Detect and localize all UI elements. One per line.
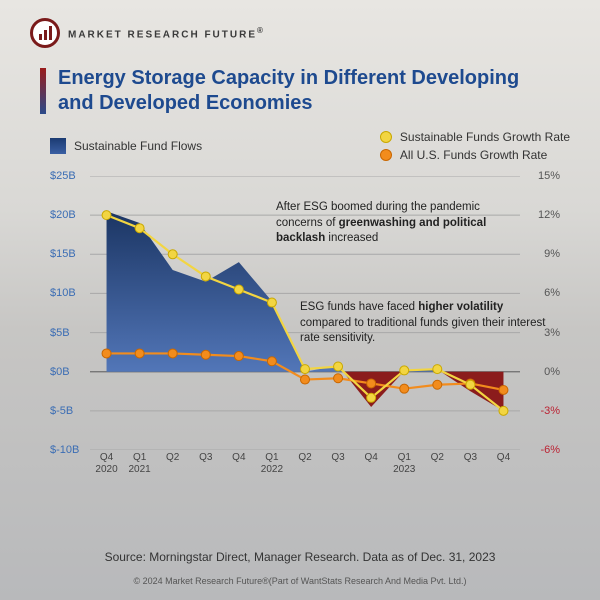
y-left-tick: $0B (50, 366, 90, 378)
brand-name: MARKET RESEARCH FUTURE® (68, 26, 265, 40)
x-tick: Q4 (487, 452, 520, 486)
y-left-tick: $-5B (50, 405, 90, 417)
copyright-line: © 2024 Market Research Future®(Part of W… (0, 576, 600, 586)
logo-mark-icon (30, 18, 60, 48)
marker-orange (168, 349, 177, 358)
marker-yellow (499, 406, 508, 415)
x-tick: Q4 (355, 452, 388, 486)
x-tick: Q4 (222, 452, 255, 486)
y-right-tick: 12% (520, 209, 560, 221)
title-line2: and Developed Economies (58, 92, 313, 114)
legend-area-label: Sustainable Fund Flows (74, 139, 202, 153)
x-tick: Q3 (189, 452, 222, 486)
legend-yellow-label: Sustainable Funds Growth Rate (400, 130, 570, 144)
legend-area: Sustainable Fund Flows (50, 130, 202, 162)
x-tick: Q3 (322, 452, 355, 486)
legend-area-swatch-icon (50, 138, 66, 154)
marker-orange (135, 349, 144, 358)
marker-orange (234, 352, 243, 361)
marker-orange (499, 385, 508, 394)
x-tick: Q2 (421, 452, 454, 486)
x-tick: Q12021 (123, 452, 156, 486)
y-right-tick: 15% (520, 170, 560, 182)
marker-yellow (201, 272, 210, 281)
legend-yellow: Sustainable Funds Growth Rate (380, 130, 570, 144)
chart-legend: Sustainable Fund Flows Sustainable Funds… (50, 130, 570, 162)
page-title: Energy Storage Capacity in Different Dev… (40, 66, 560, 116)
x-tick: Q42020 (90, 452, 123, 486)
y-left-tick: $10B (50, 287, 90, 299)
y-left-tick: $5B (50, 327, 90, 339)
marker-orange (433, 380, 442, 389)
source-line: Source: Morningstar Direct, Manager Rese… (0, 550, 600, 564)
y-left-tick: $25B (50, 170, 90, 182)
title-accent-bar (40, 68, 46, 114)
marker-orange (267, 357, 276, 366)
marker-yellow (301, 365, 310, 374)
y-right-tick: -6% (520, 444, 560, 456)
y-right-tick: 0% (520, 366, 560, 378)
marker-yellow (466, 380, 475, 389)
marker-yellow (267, 298, 276, 307)
marker-orange (102, 349, 111, 358)
x-tick: Q12022 (255, 452, 288, 486)
marker-yellow (400, 366, 409, 375)
title-line1: Energy Storage Capacity in Different Dev… (58, 67, 519, 89)
annotation-1: After ESG boomed during the pandemic con… (276, 200, 526, 247)
brand-logo: MARKET RESEARCH FUTURE® (30, 18, 265, 48)
x-axis-labels: Q42020Q12021Q2Q3Q4Q12022Q2Q3Q4Q12023Q2Q3… (90, 452, 520, 486)
legend-orange: All U.S. Funds Growth Rate (380, 148, 570, 162)
y-left-tick: $-10B (50, 444, 90, 456)
y-right-tick: -3% (520, 405, 560, 417)
marker-yellow (334, 362, 343, 371)
marker-orange (367, 379, 376, 388)
x-tick: Q2 (156, 452, 189, 486)
marker-orange (301, 375, 310, 384)
y-left-tick: $20B (50, 209, 90, 221)
x-tick: Q2 (288, 452, 321, 486)
x-tick: Q3 (454, 452, 487, 486)
marker-yellow (135, 224, 144, 233)
legend-orange-dot-icon (380, 149, 392, 161)
marker-yellow (367, 393, 376, 402)
legend-yellow-dot-icon (380, 131, 392, 143)
marker-orange (201, 350, 210, 359)
y-right-tick: 9% (520, 248, 560, 260)
y-left-tick: $15B (50, 248, 90, 260)
marker-yellow (168, 250, 177, 259)
legend-orange-label: All U.S. Funds Growth Rate (400, 148, 547, 162)
area-negative (441, 372, 504, 411)
y-right-tick: 6% (520, 287, 560, 299)
annotation-2: ESG funds have faced higher volatility c… (300, 300, 550, 347)
marker-yellow (433, 365, 442, 374)
marker-orange (400, 384, 409, 393)
marker-yellow (234, 285, 243, 294)
marker-orange (334, 374, 343, 383)
x-tick: Q12023 (388, 452, 421, 486)
marker-yellow (102, 211, 111, 220)
